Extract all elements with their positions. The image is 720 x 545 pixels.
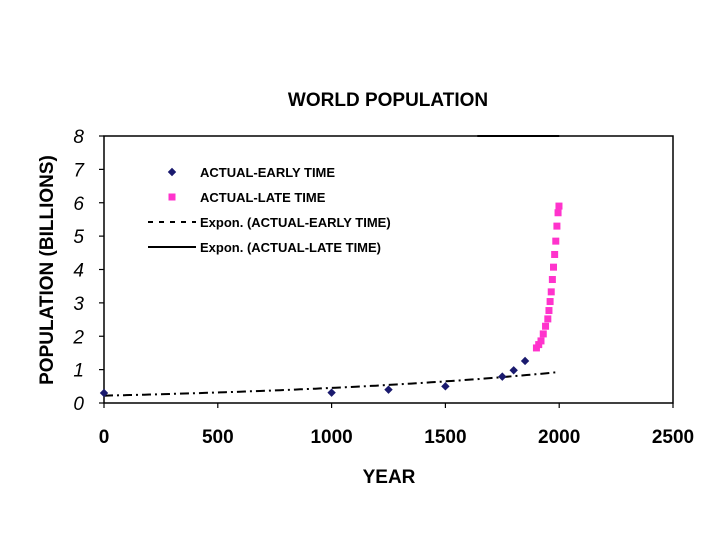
late-data-point	[553, 222, 561, 230]
late-data-point	[537, 337, 545, 345]
late-data-point	[545, 307, 553, 315]
early-data-point	[441, 382, 450, 391]
early-data-point	[384, 385, 393, 394]
data-markers	[99, 202, 563, 398]
legend-label: Expon. (ACTUAL-LATE TIME)	[200, 240, 381, 255]
late-data-point	[535, 341, 543, 349]
x-axis-label: YEAR	[363, 467, 416, 488]
x-tick-label: 2000	[538, 427, 580, 448]
y-tick-label: 0	[73, 394, 84, 415]
y-tick-label: 1	[73, 361, 84, 382]
y-tick-label: 6	[73, 194, 84, 215]
y-tick-label: 3	[73, 294, 84, 315]
early-data-point	[99, 388, 109, 398]
legend-label: Expon. (ACTUAL-EARLY TIME)	[200, 215, 391, 230]
y-tick-label: 8	[73, 127, 84, 148]
late-data-point	[548, 276, 556, 284]
y-tick-label: 5	[73, 227, 84, 248]
late-data-point	[551, 250, 559, 258]
late-data-point	[539, 330, 547, 338]
chart-title: WORLD POPULATION	[288, 90, 488, 111]
y-tick-label: 7	[73, 160, 85, 181]
legend-label: ACTUAL-EARLY TIME	[200, 165, 335, 180]
x-tick-label: 500	[202, 427, 234, 448]
y-tick-label: 4	[73, 261, 84, 282]
late-data-point	[550, 263, 558, 271]
late-data-point	[555, 202, 563, 210]
late-data-point	[546, 298, 554, 306]
late-data-point	[554, 209, 562, 217]
early-data-point	[520, 356, 530, 366]
late-data-point	[544, 315, 552, 323]
early-data-point	[509, 366, 518, 375]
y-axis-label: POPULATION (BILLIONS)	[37, 155, 58, 385]
x-tick-label: 2500	[652, 427, 694, 448]
late-data-point	[542, 322, 550, 330]
x-axis-ticks: 0 500 1000 1500 2000 2500	[99, 403, 694, 448]
y-tick-label: 2	[72, 327, 84, 348]
legend-symbol	[167, 167, 177, 177]
x-tick-label: 1000	[310, 427, 352, 448]
early-data-point	[327, 388, 336, 397]
plot-area	[103, 135, 674, 404]
y-axis-ticks: 0 1 2 3 4 5 6 7 8	[72, 127, 104, 415]
trendlines	[103, 135, 560, 397]
x-tick-label: 1500	[424, 427, 466, 448]
late-data-point	[552, 237, 560, 245]
x-tick-label: 0	[99, 427, 110, 448]
early-data-point	[498, 372, 507, 381]
legend-symbol	[168, 193, 176, 201]
legend-label: ACTUAL-LATE TIME	[200, 190, 326, 205]
late-data-point	[547, 288, 555, 296]
legend: ACTUAL-EARLY TIME ACTUAL-LATE TIME Expon. …	[148, 165, 391, 255]
